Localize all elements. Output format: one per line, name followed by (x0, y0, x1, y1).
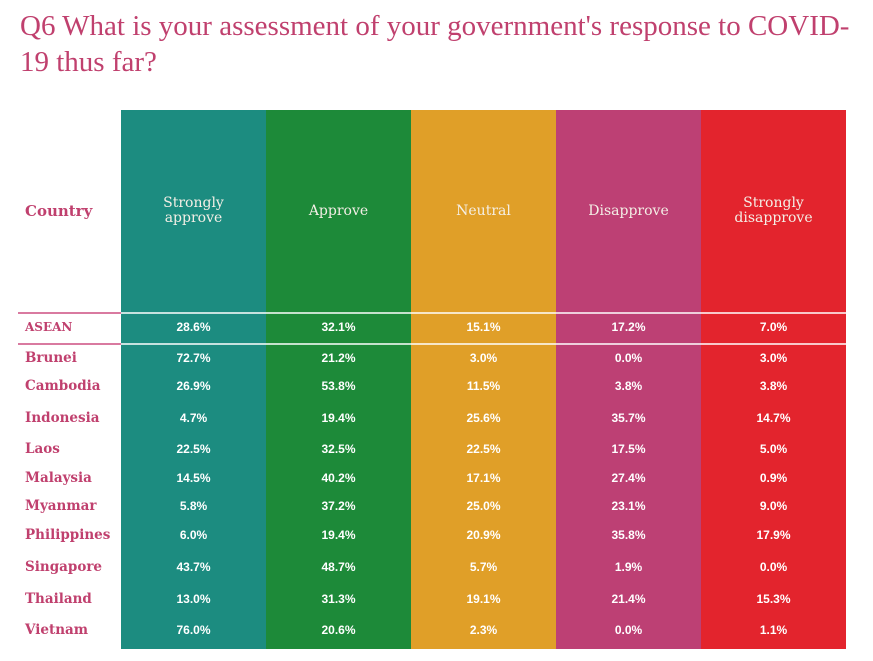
country-label: Philippines (25, 527, 111, 543)
data-cell: 76.0% (176, 623, 211, 637)
column-approve: Approve (266, 110, 411, 649)
data-cell: 25.0% (466, 499, 501, 513)
column-header: Disapprove (556, 110, 701, 312)
column-header-label: Approve (308, 202, 369, 219)
data-cell: 19.1% (466, 592, 501, 606)
data-cell: 3.0% (759, 351, 788, 365)
column-header-label: Disapprove (588, 202, 669, 219)
data-cell: 22.5% (176, 442, 211, 456)
data-cell: 19.4% (321, 528, 356, 542)
country-label: Laos (25, 441, 60, 457)
country-label: Indonesia (25, 410, 100, 426)
column-header-label: Strongly disapprove (734, 195, 813, 226)
data-cell: 31.3% (321, 592, 356, 606)
column-strongly-approve: Strongly approve (121, 110, 266, 649)
data-cell: 21.2% (321, 351, 356, 365)
column-header-label: Neutral (456, 202, 511, 219)
country-label: Thailand (25, 591, 92, 607)
data-cell: 21.4% (611, 592, 646, 606)
country-label: Singapore (25, 559, 103, 575)
data-cell: 1.9% (614, 560, 643, 574)
data-cell: 5.8% (179, 499, 208, 513)
column-header-label: Strongly approve (163, 195, 224, 226)
data-cell: 2.3% (469, 623, 498, 637)
data-cell: 37.2% (321, 499, 356, 513)
data-cell: 23.1% (611, 499, 646, 513)
data-cell: 0.0% (614, 623, 643, 637)
data-cell: 13.0% (176, 592, 211, 606)
data-cell: 48.7% (321, 560, 356, 574)
row-divider (18, 312, 121, 314)
data-cell: 4.7% (179, 411, 208, 425)
data-cell: 14.5% (176, 471, 211, 485)
data-cell: 6.0% (179, 528, 208, 542)
data-cell: 53.8% (321, 379, 356, 393)
data-cell: 0.0% (614, 351, 643, 365)
data-cell: 11.5% (466, 379, 501, 393)
data-cell: 17.2% (611, 320, 646, 334)
data-cell: 9.0% (759, 499, 788, 513)
data-cell: 35.8% (611, 528, 646, 542)
data-cell: 20.6% (321, 623, 356, 637)
column-header: Strongly approve (121, 110, 266, 312)
data-cell: 7.0% (759, 320, 788, 334)
data-cell: 32.1% (321, 320, 356, 334)
country-label: ASEAN (25, 320, 73, 334)
data-cell: 1.1% (759, 623, 788, 637)
data-cell: 15.1% (466, 320, 501, 334)
country-label: Cambodia (25, 378, 101, 394)
data-cell: 26.9% (176, 379, 211, 393)
column-header: Strongly disapprove (701, 110, 846, 312)
data-cell: 72.7% (176, 351, 211, 365)
data-cell: 32.5% (321, 442, 356, 456)
data-cell: 43.7% (176, 560, 211, 574)
data-cell: 0.9% (759, 471, 788, 485)
data-cell: 28.6% (176, 320, 211, 334)
country-label: Brunei (25, 350, 77, 366)
data-cell: 35.7% (611, 411, 646, 425)
data-cell: 17.5% (611, 442, 646, 456)
row-divider (121, 312, 846, 314)
column-header: Neutral (411, 110, 556, 312)
row-divider (121, 343, 846, 345)
data-cell: 3.8% (759, 379, 788, 393)
data-cell: 14.7% (756, 411, 791, 425)
row-divider (18, 343, 121, 345)
country-label: Myanmar (25, 498, 97, 514)
data-cell: 3.8% (614, 379, 643, 393)
data-cell: 5.7% (469, 560, 498, 574)
column-header: Approve (266, 110, 411, 312)
column-disapprove: Disapprove (556, 110, 701, 649)
data-cell: 22.5% (466, 442, 501, 456)
data-cell: 17.1% (466, 471, 501, 485)
country-column-header: Country (25, 202, 93, 220)
data-cell: 3.0% (469, 351, 498, 365)
data-cell: 17.9% (756, 528, 791, 542)
data-cell: 27.4% (611, 471, 646, 485)
data-cell: 5.0% (759, 442, 788, 456)
column-strongly-disapprove: Strongly disapprove (701, 110, 846, 649)
data-cell: 19.4% (321, 411, 356, 425)
column-neutral: Neutral (411, 110, 556, 649)
data-cell: 40.2% (321, 471, 356, 485)
country-label: Vietnam (25, 622, 89, 638)
data-cell: 25.6% (466, 411, 501, 425)
data-cell: 15.3% (756, 592, 791, 606)
data-cell: 20.9% (466, 528, 501, 542)
chart-title: Q6 What is your assessment of your gover… (20, 10, 850, 78)
data-cell: 0.0% (759, 560, 788, 574)
country-label: Malaysia (25, 470, 92, 486)
